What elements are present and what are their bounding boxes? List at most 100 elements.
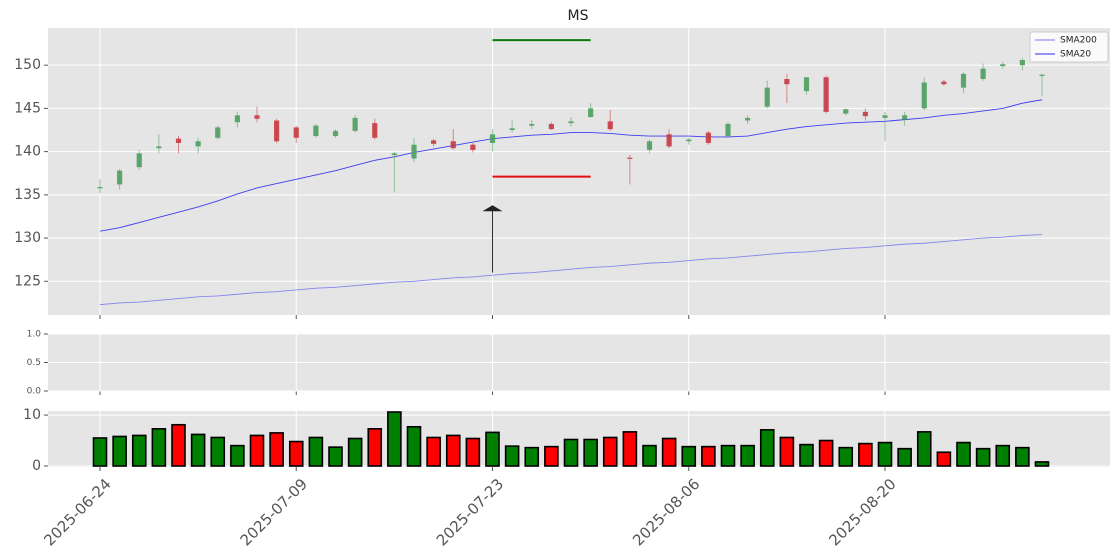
volume-bar bbox=[818, 439, 834, 467]
candle-body bbox=[823, 77, 829, 112]
candle-body bbox=[666, 134, 672, 147]
volume-bar bbox=[956, 441, 971, 467]
volume-bar bbox=[681, 445, 697, 467]
candle-body bbox=[509, 128, 515, 131]
candle-body bbox=[97, 187, 103, 189]
x-tick-label: 2025-07-09 bbox=[237, 475, 311, 549]
candle-body bbox=[117, 170, 123, 185]
x-tick-label: 2025-07-23 bbox=[433, 475, 507, 549]
x-tick-label: 2025-08-06 bbox=[629, 475, 703, 549]
volume-bar bbox=[367, 428, 383, 467]
volume-bar bbox=[524, 446, 540, 467]
candle-body bbox=[745, 117, 751, 121]
x-tick-label: 2025-08-20 bbox=[825, 475, 899, 549]
candle-body bbox=[352, 117, 358, 131]
legend-label: SMA200 bbox=[1060, 36, 1097, 46]
candle-body bbox=[234, 115, 240, 123]
candle-body bbox=[843, 109, 849, 114]
volume-bar bbox=[445, 434, 461, 467]
y-tick-label: 1.0 bbox=[27, 330, 42, 340]
volume-bar bbox=[720, 444, 736, 467]
candle-body bbox=[960, 73, 967, 88]
y-tick-label: 0.0 bbox=[27, 387, 42, 397]
candle-body bbox=[529, 123, 535, 126]
chart-title: MS bbox=[568, 8, 589, 24]
candle-body bbox=[450, 141, 456, 149]
legend-label: SMA20 bbox=[1060, 50, 1091, 60]
volume-bar bbox=[563, 438, 579, 467]
y-tick-label: 130 bbox=[14, 230, 41, 246]
candle-body bbox=[882, 115, 888, 118]
volume-bar bbox=[230, 444, 245, 467]
candle-body bbox=[902, 115, 908, 120]
volume-bar bbox=[504, 445, 520, 467]
candle-body bbox=[313, 125, 319, 137]
volume-bar bbox=[1015, 446, 1030, 467]
volume-bar bbox=[288, 440, 304, 467]
volume-bar bbox=[347, 437, 363, 467]
volume-bar bbox=[916, 431, 932, 467]
volume-bar bbox=[406, 425, 422, 467]
y-tick-label: 135 bbox=[14, 187, 41, 203]
volume-bar bbox=[92, 437, 108, 467]
volume-bar bbox=[799, 443, 814, 467]
volume-bar bbox=[328, 446, 343, 467]
candle-body bbox=[607, 121, 613, 130]
volume-bar bbox=[838, 446, 854, 467]
candle-body bbox=[1039, 74, 1045, 76]
candle-body bbox=[588, 108, 594, 118]
panel-background bbox=[48, 28, 1110, 315]
y-tick-label: 0 bbox=[32, 458, 41, 474]
candle-body bbox=[548, 123, 554, 130]
volume-bar bbox=[131, 434, 147, 467]
y-tick-label: 125 bbox=[14, 273, 41, 289]
candle-body bbox=[705, 132, 711, 143]
volume-bar bbox=[269, 432, 284, 467]
volume-bar bbox=[544, 445, 559, 467]
volume-bar bbox=[740, 444, 755, 467]
volume-bar bbox=[190, 433, 206, 467]
volume-bar bbox=[112, 435, 127, 467]
candle-body bbox=[1000, 64, 1006, 67]
y-tick-label: 140 bbox=[14, 144, 41, 160]
y-tick-label: 150 bbox=[14, 57, 41, 73]
candle-body bbox=[136, 153, 142, 168]
candle-body bbox=[862, 111, 868, 117]
volume-bar bbox=[897, 447, 912, 467]
candle-body bbox=[725, 123, 731, 137]
candle-body bbox=[195, 141, 201, 147]
volume-bar bbox=[249, 434, 265, 467]
candle-body bbox=[803, 77, 810, 92]
volume-bar bbox=[759, 429, 775, 467]
candle-body bbox=[431, 140, 437, 144]
candle-body bbox=[941, 81, 947, 85]
volume-bar bbox=[642, 444, 657, 467]
volume-bar bbox=[210, 436, 226, 467]
volume-bar bbox=[426, 436, 441, 467]
candle-body bbox=[686, 139, 692, 142]
candle-body bbox=[332, 130, 339, 137]
candle-body bbox=[784, 79, 790, 85]
volume-bar bbox=[171, 423, 186, 467]
candle-body bbox=[921, 82, 927, 109]
volume-bar bbox=[465, 437, 481, 467]
volume-bar bbox=[583, 438, 598, 467]
candle-body bbox=[980, 68, 986, 80]
arrow-head bbox=[482, 205, 503, 212]
volume-bar bbox=[151, 428, 167, 467]
y-tick-label: 0.5 bbox=[27, 358, 41, 368]
volume-bar bbox=[1034, 461, 1050, 467]
candle-body bbox=[489, 134, 496, 143]
candle-body bbox=[646, 141, 653, 150]
candle-body bbox=[391, 153, 397, 156]
volume-bar bbox=[779, 436, 795, 467]
volume-bar bbox=[858, 442, 873, 467]
candle-body bbox=[254, 115, 260, 119]
volume-bar bbox=[602, 436, 618, 467]
x-tick-label: 2025-06-24 bbox=[40, 475, 114, 549]
volume-bar bbox=[936, 451, 952, 467]
candle-body bbox=[215, 127, 221, 138]
volume-bar bbox=[622, 431, 638, 467]
